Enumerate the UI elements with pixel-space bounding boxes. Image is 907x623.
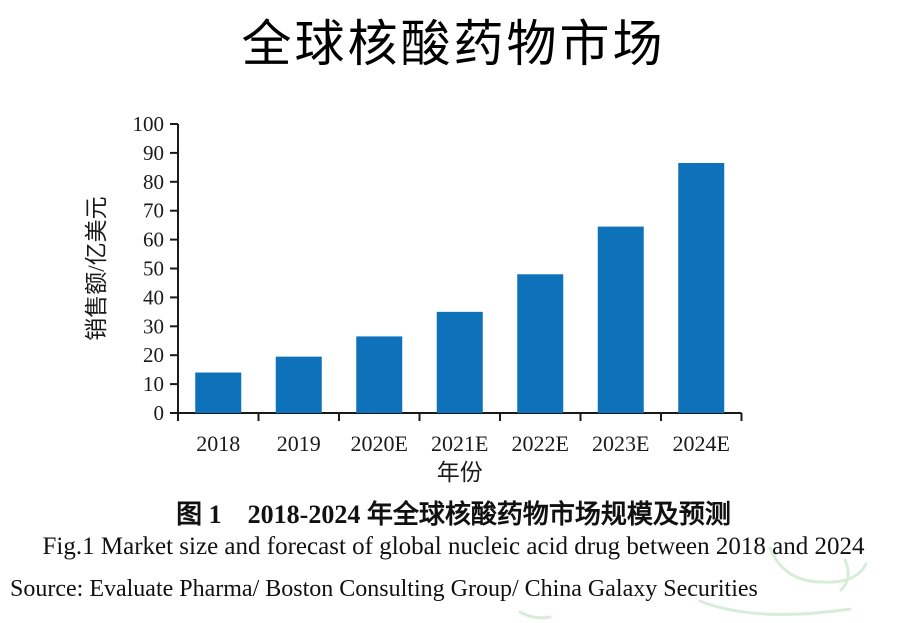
figure-caption-en: Fig.1 Market size and forecast of global… (42, 533, 865, 560)
x-tick-label: 2018 (196, 431, 240, 456)
y-tick-label: 30 (143, 314, 164, 338)
bar-chart-svg: 0 10 20 30 40 50 60 70 80 90 100 2018 2019 2020E 2021E… (84, 112, 743, 485)
y-tick-label: 90 (143, 141, 164, 165)
y-tick-label: 70 (143, 199, 164, 223)
x-tick-label: 2019 (277, 431, 321, 456)
y-tick-label: 50 (143, 257, 164, 281)
bar-2019 (275, 356, 322, 413)
y-tick-label: 40 (143, 285, 164, 309)
figure-source: Source: Evaluate Pharma/ Boston Consulti… (10, 576, 758, 602)
y-tick-label: 20 (143, 343, 164, 367)
x-axis-title: 年份 (437, 460, 483, 485)
bar-2022E (517, 274, 564, 413)
y-tick-label: 10 (143, 372, 164, 396)
bar-2024E (678, 163, 725, 413)
y-tick-label: 0 (154, 401, 165, 425)
figure-caption-zh: 图 1 2018-2024 年全球核酸药物市场规模及预测 (176, 500, 731, 529)
bar-2021E (436, 311, 483, 413)
y-tick-label: 60 (143, 228, 164, 252)
bar-2018 (195, 372, 242, 413)
bar-2023E (597, 226, 644, 413)
bar-chart: 0 10 20 30 40 50 60 70 80 90 100 2018 2019 2020E 2021E… (0, 100, 907, 490)
x-tick-label: 2021E (431, 431, 488, 456)
bar-2020E (356, 336, 403, 413)
y-axis-title: 销售额/亿美元 (84, 196, 109, 340)
page-title: 全球核酸药物市场 (241, 16, 666, 72)
x-tick-label: 2024E (673, 431, 730, 456)
x-tick-label: 2023E (592, 431, 649, 456)
x-tick-label: 2022E (512, 431, 569, 456)
y-tick-label: 80 (143, 170, 164, 194)
x-tick-label: 2020E (351, 431, 408, 456)
y-tick-label: 100 (133, 112, 165, 136)
